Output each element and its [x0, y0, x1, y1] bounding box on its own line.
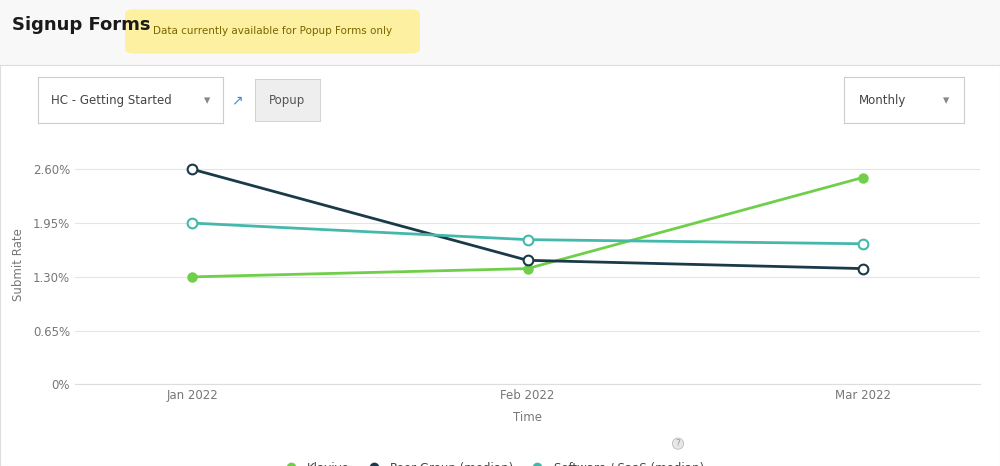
Text: ▾: ▾: [943, 94, 950, 107]
Y-axis label: Submit Rate: Submit Rate: [12, 228, 25, 301]
Text: Popup: Popup: [269, 94, 306, 107]
Legend: Klaviyo, Peer Group (median), Software / SaaS (median): Klaviyo, Peer Group (median), Software /…: [274, 457, 708, 466]
Text: HC - Getting Started: HC - Getting Started: [51, 94, 172, 107]
Text: ?: ?: [676, 439, 680, 448]
Text: Monthly: Monthly: [858, 94, 906, 107]
X-axis label: Time: Time: [513, 411, 542, 424]
Text: Data currently available for Popup Forms only: Data currently available for Popup Forms…: [153, 27, 392, 36]
Text: ↗: ↗: [231, 93, 243, 107]
Text: ▾: ▾: [204, 94, 210, 107]
Text: Signup Forms: Signup Forms: [12, 16, 150, 34]
